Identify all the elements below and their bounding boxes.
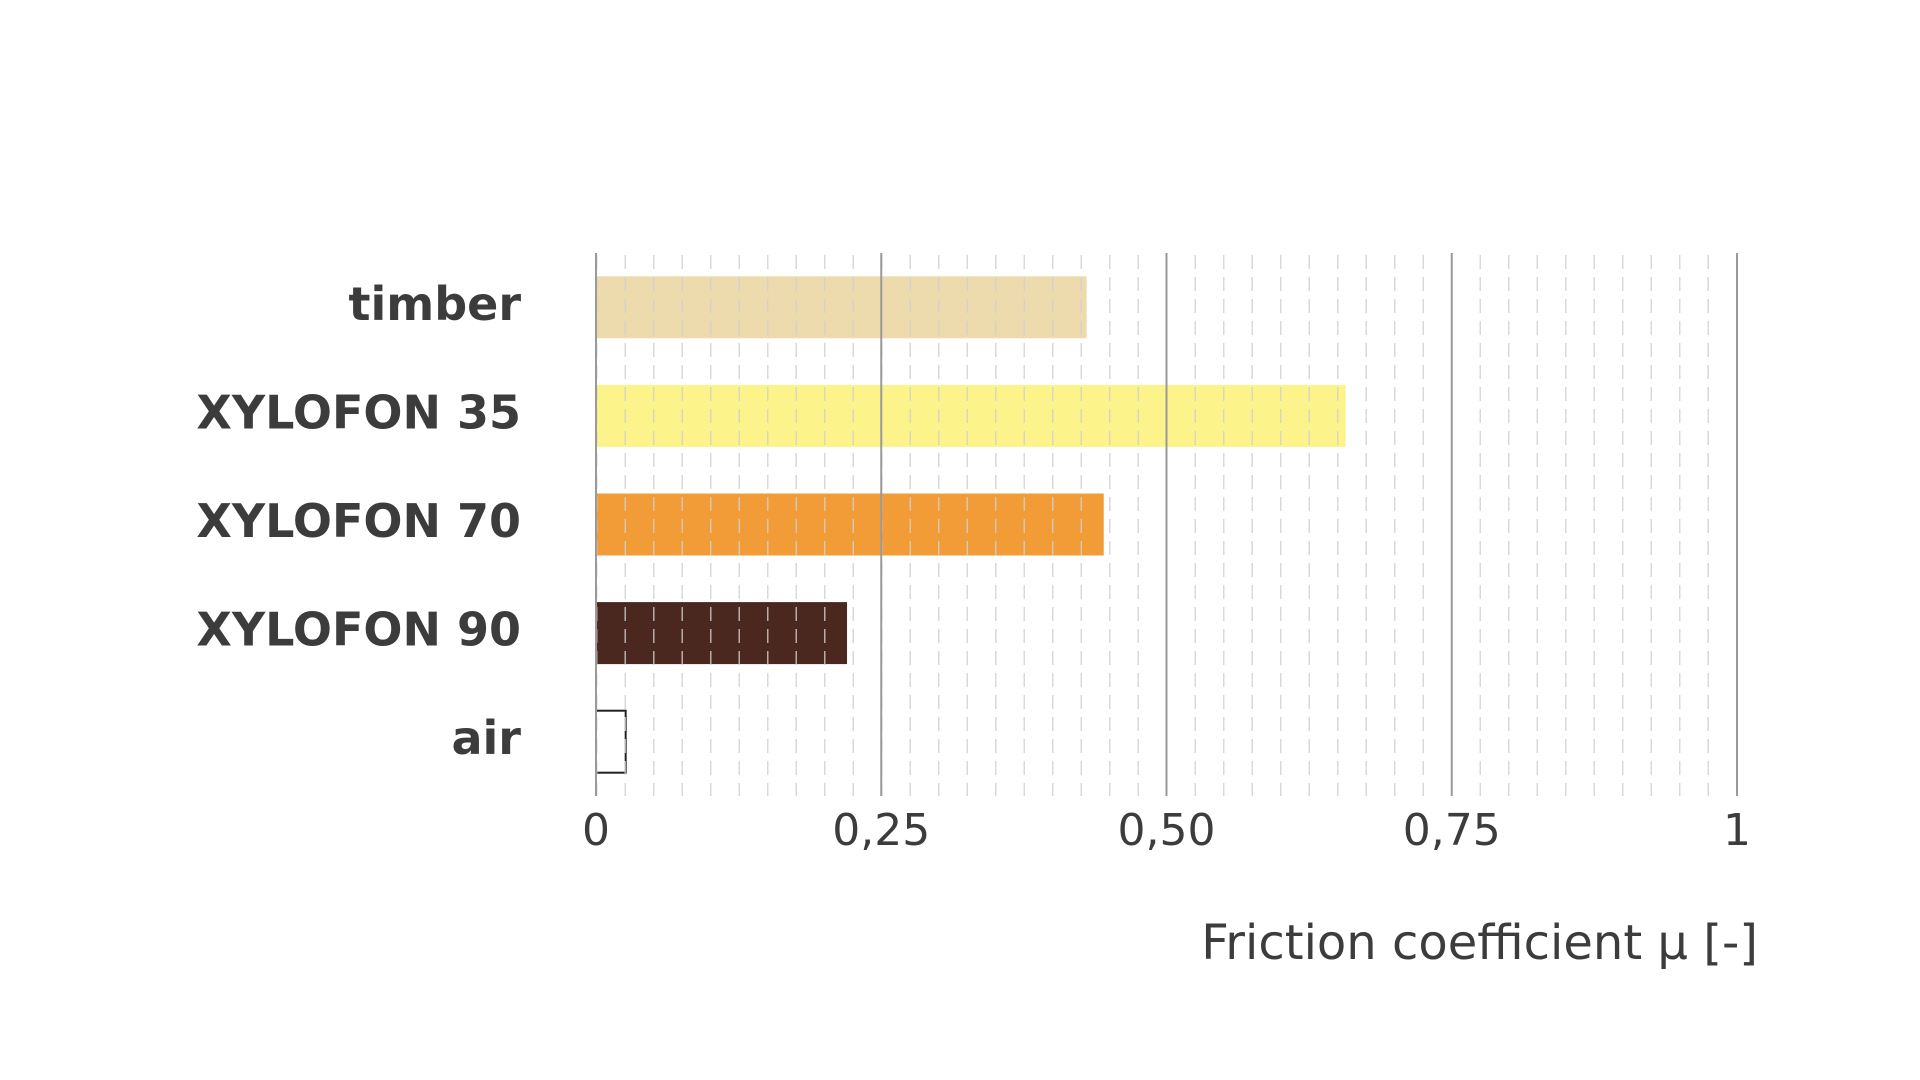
y-tick-label: XYLOFON 35 <box>196 385 521 439</box>
x-tick-label: 0,25 <box>832 805 930 856</box>
y-tick-label: XYLOFON 70 <box>196 494 521 548</box>
y-tick-label: air <box>452 711 522 765</box>
x-tick-label: 0,75 <box>1403 805 1501 856</box>
x-tick-label: 0,50 <box>1118 805 1216 856</box>
y-tick-label: timber <box>349 277 522 331</box>
x-tick-label: 1 <box>1723 805 1751 856</box>
x-tick-label: 0 <box>582 805 610 856</box>
x-axis-title: Friction coefficient μ [-] <box>1201 915 1758 971</box>
grid <box>595 253 1738 796</box>
labels: 0 0,25 0,50 0,75 1 timber XYLOFON 35 XYLOFON 70… <box>196 277 1751 856</box>
y-tick-label: XYLOFON 90 <box>196 603 521 657</box>
